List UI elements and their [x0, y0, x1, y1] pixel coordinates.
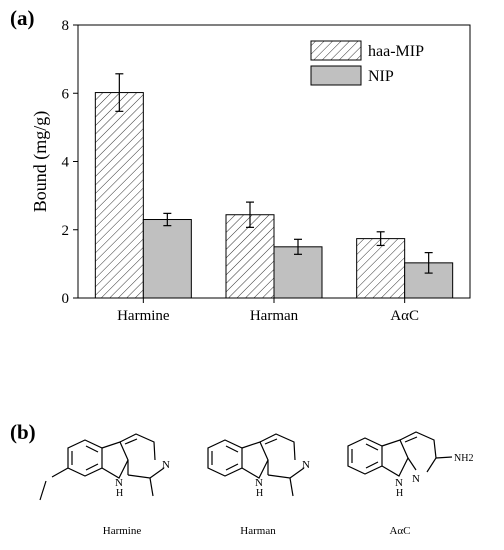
- y-axis-label: Bound (mg/g): [30, 111, 51, 213]
- bar-NIP-0: [142, 219, 192, 299]
- aac-indole-n: N: [395, 477, 403, 489]
- chemical-structures: N N H N N H N N H NH2 Harmine Harman AαC: [39, 431, 473, 537]
- legend-swatch: [310, 40, 362, 61]
- y-tick-label: 4: [62, 155, 70, 171]
- y-tick-label: 8: [62, 18, 70, 34]
- y-tick-label: 6: [62, 86, 70, 102]
- harman-pyridine-n: N: [302, 459, 310, 471]
- aac-structure: [347, 431, 453, 477]
- bar-haa-MIP-2: [356, 238, 406, 299]
- x-tick-label: AαC: [390, 308, 419, 324]
- aac-indole-h: H: [396, 488, 403, 499]
- panel-label-a: (a): [10, 6, 35, 30]
- y-tick-label: 0: [62, 291, 70, 307]
- legend-entry: NIP: [368, 68, 394, 85]
- y-tick-label: 2: [62, 223, 70, 239]
- aac-amine-group: NH2: [454, 453, 473, 464]
- harmine-structure: [39, 433, 165, 501]
- panel-label-b: (b): [10, 420, 36, 444]
- aac-pyridine-n: N: [412, 473, 420, 485]
- harman-indole-h: H: [256, 488, 263, 499]
- legend-swatch: [310, 65, 362, 86]
- x-tick-label: Harmine: [117, 308, 170, 324]
- bar-chart: 0 2 4 6 8 Bound (mg/g) Harmine Harman AαC haa-MIP…: [30, 18, 471, 324]
- harmine-pyridine-n: N: [162, 459, 170, 471]
- caption-aac: AαC: [389, 525, 410, 537]
- harmine-indole-h: H: [116, 488, 123, 499]
- harman-indole-n: N: [255, 477, 263, 489]
- legend-entry: haa-MIP: [368, 43, 424, 60]
- x-tick-label: Harman: [250, 308, 299, 324]
- harman-structure: [207, 433, 305, 497]
- bar-haa-MIP-0: [94, 92, 144, 299]
- harmine-indole-n: N: [115, 477, 123, 489]
- caption-harmine: Harmine: [103, 525, 142, 537]
- caption-harman: Harman: [240, 525, 276, 537]
